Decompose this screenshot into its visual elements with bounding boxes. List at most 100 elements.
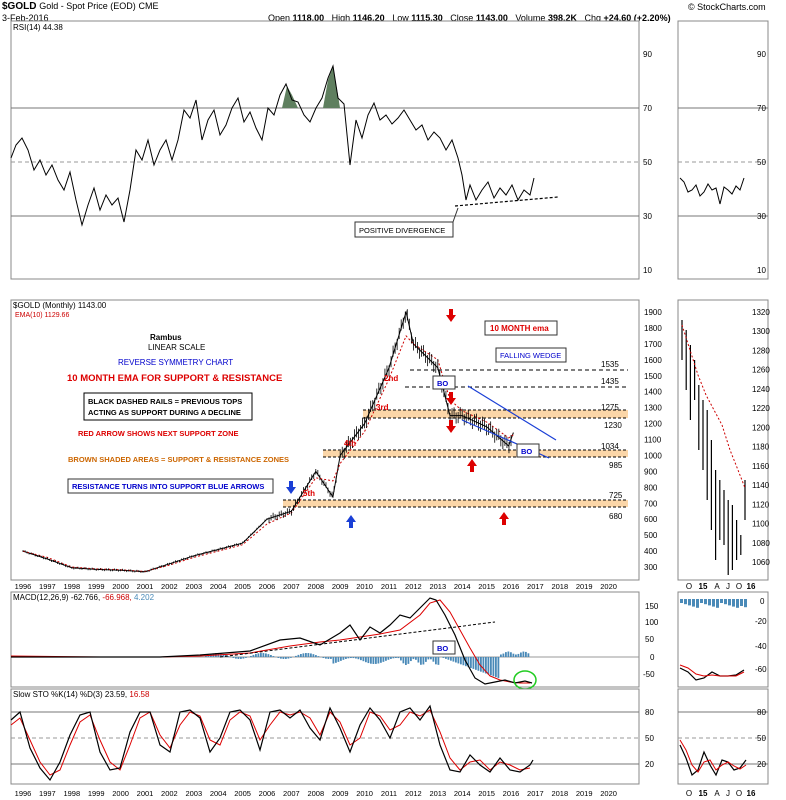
sto-tick-80: 80 xyxy=(645,708,654,717)
level-1535: 1535 xyxy=(601,360,619,369)
macd-hist-bar xyxy=(297,654,300,657)
macd-hist-bar xyxy=(500,654,502,657)
close-value: 1143.00 xyxy=(475,13,508,23)
macd-hist-bar xyxy=(295,655,297,657)
rsi-right-line xyxy=(679,177,745,205)
price-tick-1900: 1900 xyxy=(644,308,662,317)
price-right-tick-1240: 1240 xyxy=(752,385,770,394)
price-tick-500: 500 xyxy=(644,531,658,540)
macd-panel: MACD(12,26,9) -62.766, -66.968, 4.202 15… xyxy=(10,591,769,690)
sto-d-line xyxy=(10,709,531,776)
macd-hist-bar xyxy=(377,657,380,664)
rsi-panel: RSI(14) 44.38 90 70 50 30 10 90 70 50 30… xyxy=(10,20,769,280)
macd-hist-bar xyxy=(252,654,255,657)
macd-hist-bar xyxy=(317,656,320,657)
rsi-tick-30: 30 xyxy=(643,212,652,221)
price-tick-1100: 1100 xyxy=(644,436,662,445)
x-tick-mid-2011: 2011 xyxy=(381,582,397,591)
price-right-tick-1220: 1220 xyxy=(752,404,770,413)
macd-hist-bar xyxy=(350,657,352,659)
macd-hist-bar xyxy=(347,657,350,659)
macd-hist-bar xyxy=(427,657,430,660)
rsi-tick-90: 90 xyxy=(643,50,652,59)
macd-right-hist-bar xyxy=(696,599,699,608)
macd-hist-bar xyxy=(380,657,382,663)
high-value: 1146.20 xyxy=(352,13,385,23)
macd-hist-bar xyxy=(262,653,265,657)
macd-hist-bar xyxy=(407,657,410,664)
macd-hist-bar xyxy=(435,657,437,665)
macd-hist-bar xyxy=(410,657,412,662)
x-tick-bottom-1997: 1997 xyxy=(39,789,56,798)
price-tick-1400: 1400 xyxy=(644,388,662,397)
rsi-tick-10: 10 xyxy=(643,266,652,275)
x-tick-mid-2007: 2007 xyxy=(283,582,300,591)
macd-hist-bar xyxy=(277,657,280,658)
macd-hist-bar xyxy=(425,657,427,662)
macd-hist-bar xyxy=(302,653,305,657)
macd-hist-bar xyxy=(467,657,470,668)
x-tick-bottom-1999: 1999 xyxy=(88,789,105,798)
x-tick-bottom-2018: 2018 xyxy=(551,789,568,798)
symbol-title: $GOLD Gold - Spot Price (EOD) CME xyxy=(2,1,159,12)
macd-hist-bar xyxy=(422,657,425,665)
x-right-mid-J: J xyxy=(726,582,730,591)
rsi-divergence-line xyxy=(454,196,559,207)
price-panel: $GOLD (Monthly) 1143.00 EMA(10) 1129.66 … xyxy=(10,299,770,581)
macd-hist-bar xyxy=(332,657,335,664)
low-label: Low xyxy=(392,13,409,23)
level-1230: 1230 xyxy=(604,421,622,430)
macd-hist-bar xyxy=(280,657,282,659)
macd-hist-bar xyxy=(312,654,315,657)
level-1034: 1034 xyxy=(601,442,619,451)
macd-hist-bar xyxy=(345,657,347,659)
macd-hist-bar xyxy=(290,657,292,658)
macd-hist-bar xyxy=(450,657,452,661)
red-arrow-2 xyxy=(446,392,456,405)
price-tick-1800: 1800 xyxy=(644,324,662,333)
x-tick-mid-2000: 2000 xyxy=(112,582,129,591)
x-tick-bottom-2015: 2015 xyxy=(478,789,495,798)
x-tick-mid-1996: 1996 xyxy=(15,582,32,591)
ohlc-line: Open 1118.00 High 1146.20 Low 1115.30 Cl… xyxy=(268,13,671,23)
macd-hist-bar xyxy=(510,652,512,657)
macd-hist-bar xyxy=(497,657,500,679)
macd-hist-bar xyxy=(390,657,392,659)
sto-legend: Slow STO %K(14) %D(3) 23.59, 16.58 xyxy=(13,690,150,699)
macd-hist-bar xyxy=(525,651,527,657)
macd-hist-bar xyxy=(490,657,492,676)
divergence-label: POSITIVE DIVERGENCE xyxy=(359,226,445,235)
price-axis-ticks: 1900 1800 1700 1600 1500 1400 1300 1200 1100 1000… xyxy=(644,308,662,572)
macd-right-histogram xyxy=(680,599,747,608)
chg-label: Chg xyxy=(584,13,601,23)
macd-right-hist-bar xyxy=(704,599,707,605)
macd-hist-bar xyxy=(457,657,460,664)
macd-hist-bar xyxy=(515,654,517,657)
price-tick-600: 600 xyxy=(644,515,658,524)
macd-hist-bar xyxy=(372,657,375,664)
right-ema-line xyxy=(681,324,746,489)
rsi-right-tick-30: 30 xyxy=(757,212,766,221)
macd-hist-bar xyxy=(442,657,445,658)
macd-hist-bar xyxy=(352,657,355,659)
sto-tick-50: 50 xyxy=(645,734,654,743)
macd-hist-bar xyxy=(237,657,240,659)
macd-hist-bar xyxy=(357,657,360,660)
low-value: 1115.30 xyxy=(411,13,443,23)
x-tick-mid-2004: 2004 xyxy=(210,582,227,591)
macd-right-hist-bar xyxy=(744,599,747,608)
macd-hist-bar xyxy=(305,653,307,657)
x-right-bottom-16: 16 xyxy=(747,789,756,798)
x-right-bottom-O: O xyxy=(686,789,692,798)
sto-right-tick-80: 80 xyxy=(757,708,766,717)
macd-right-line xyxy=(679,667,745,681)
rsi-overbought-fill-1 xyxy=(282,86,298,108)
symbol: $GOLD xyxy=(2,1,37,12)
macd-hist-bar xyxy=(205,656,207,657)
price-right-tick-1100: 1100 xyxy=(752,520,770,529)
x-right-bottom-O: O xyxy=(736,789,742,798)
price-tick-1700: 1700 xyxy=(644,340,662,349)
divergence-box xyxy=(354,221,454,238)
macd-hist-bar xyxy=(365,657,367,663)
macd-hist-bar xyxy=(330,657,332,659)
